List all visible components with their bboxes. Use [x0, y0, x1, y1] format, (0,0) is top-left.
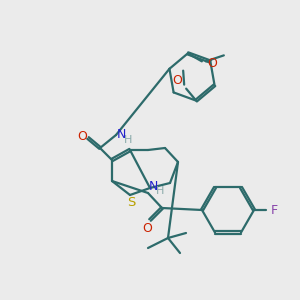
Text: O: O [207, 57, 217, 70]
Text: N: N [148, 181, 158, 194]
Text: N: N [116, 128, 126, 140]
Text: S: S [127, 196, 135, 208]
Text: H: H [156, 186, 164, 196]
Text: H: H [124, 135, 132, 145]
Text: O: O [77, 130, 87, 142]
Text: O: O [142, 221, 152, 235]
Text: F: F [270, 203, 278, 217]
Text: O: O [172, 74, 182, 87]
